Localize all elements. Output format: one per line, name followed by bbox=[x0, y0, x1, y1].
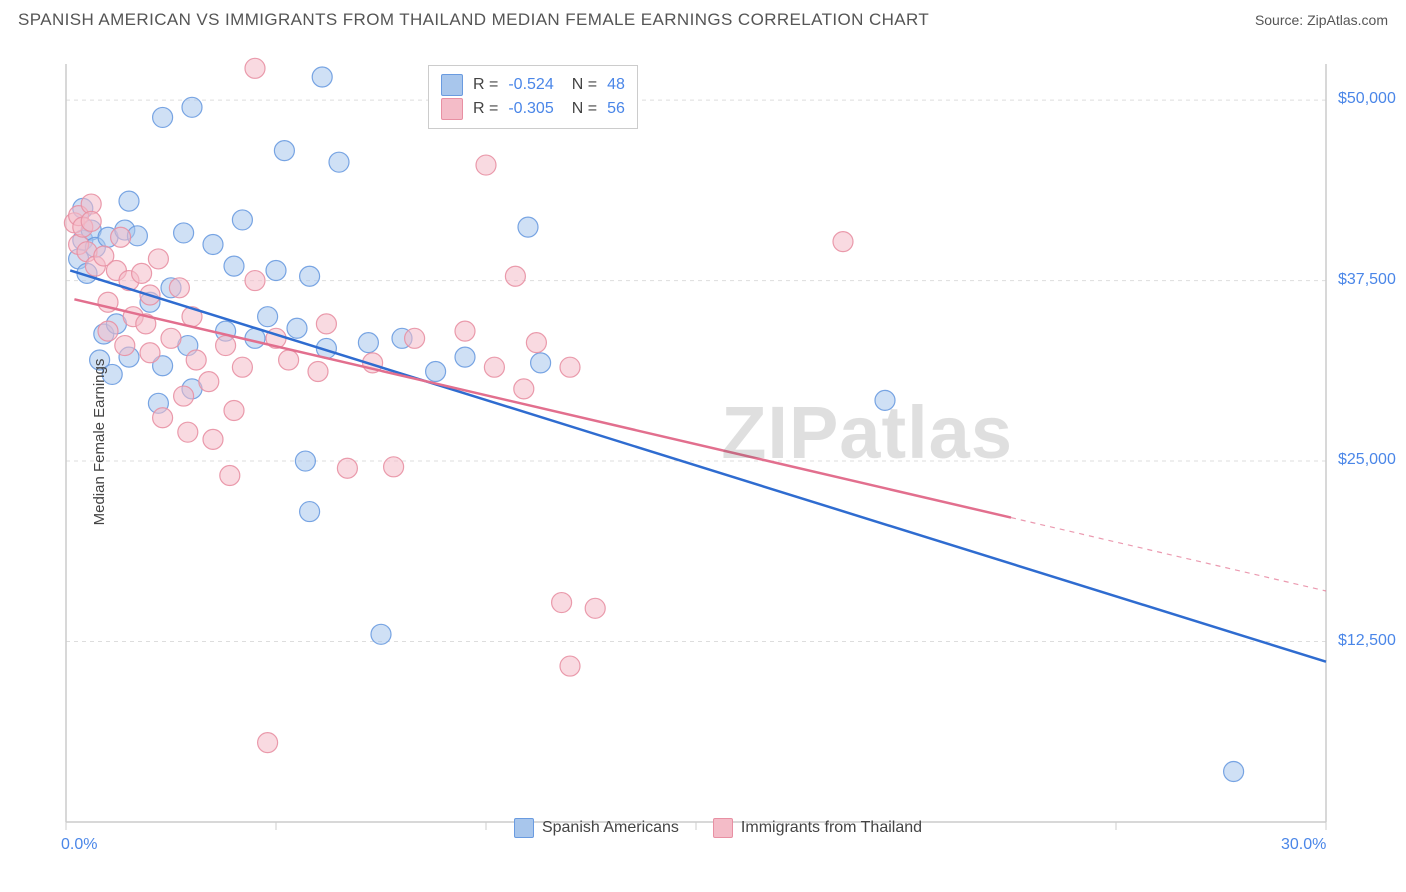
y-axis-label: Median Female Earnings bbox=[91, 359, 108, 526]
legend-label: Immigrants from Thailand bbox=[741, 819, 922, 837]
correlation-legend: R = -0.524N = 48R = -0.305N = 56 bbox=[428, 65, 638, 129]
chart-container: Median Female Earnings ZIPatlas R = -0.5… bbox=[48, 42, 1388, 842]
x-tick-label: 0.0% bbox=[61, 836, 97, 854]
y-tick-label: $25,000 bbox=[1338, 451, 1396, 469]
chart-title: SPANISH AMERICAN VS IMMIGRANTS FROM THAI… bbox=[18, 10, 929, 30]
source-attribution: Source: ZipAtlas.com bbox=[1255, 12, 1388, 28]
y-tick-label: $12,500 bbox=[1338, 632, 1396, 650]
y-tick-label: $50,000 bbox=[1338, 90, 1396, 108]
legend-item-thailand: Immigrants from Thailand bbox=[713, 818, 922, 838]
legend-item-spanish: Spanish Americans bbox=[514, 818, 679, 838]
legend-swatch-icon bbox=[514, 818, 534, 838]
y-tick-label: $37,500 bbox=[1338, 271, 1396, 289]
legend-swatch-icon bbox=[713, 818, 733, 838]
x-tick-label: 30.0% bbox=[1281, 836, 1326, 854]
series-legend: Spanish Americans Immigrants from Thaila… bbox=[48, 818, 1388, 838]
legend-label: Spanish Americans bbox=[542, 819, 679, 837]
scatter-plot-svg bbox=[48, 42, 1388, 842]
